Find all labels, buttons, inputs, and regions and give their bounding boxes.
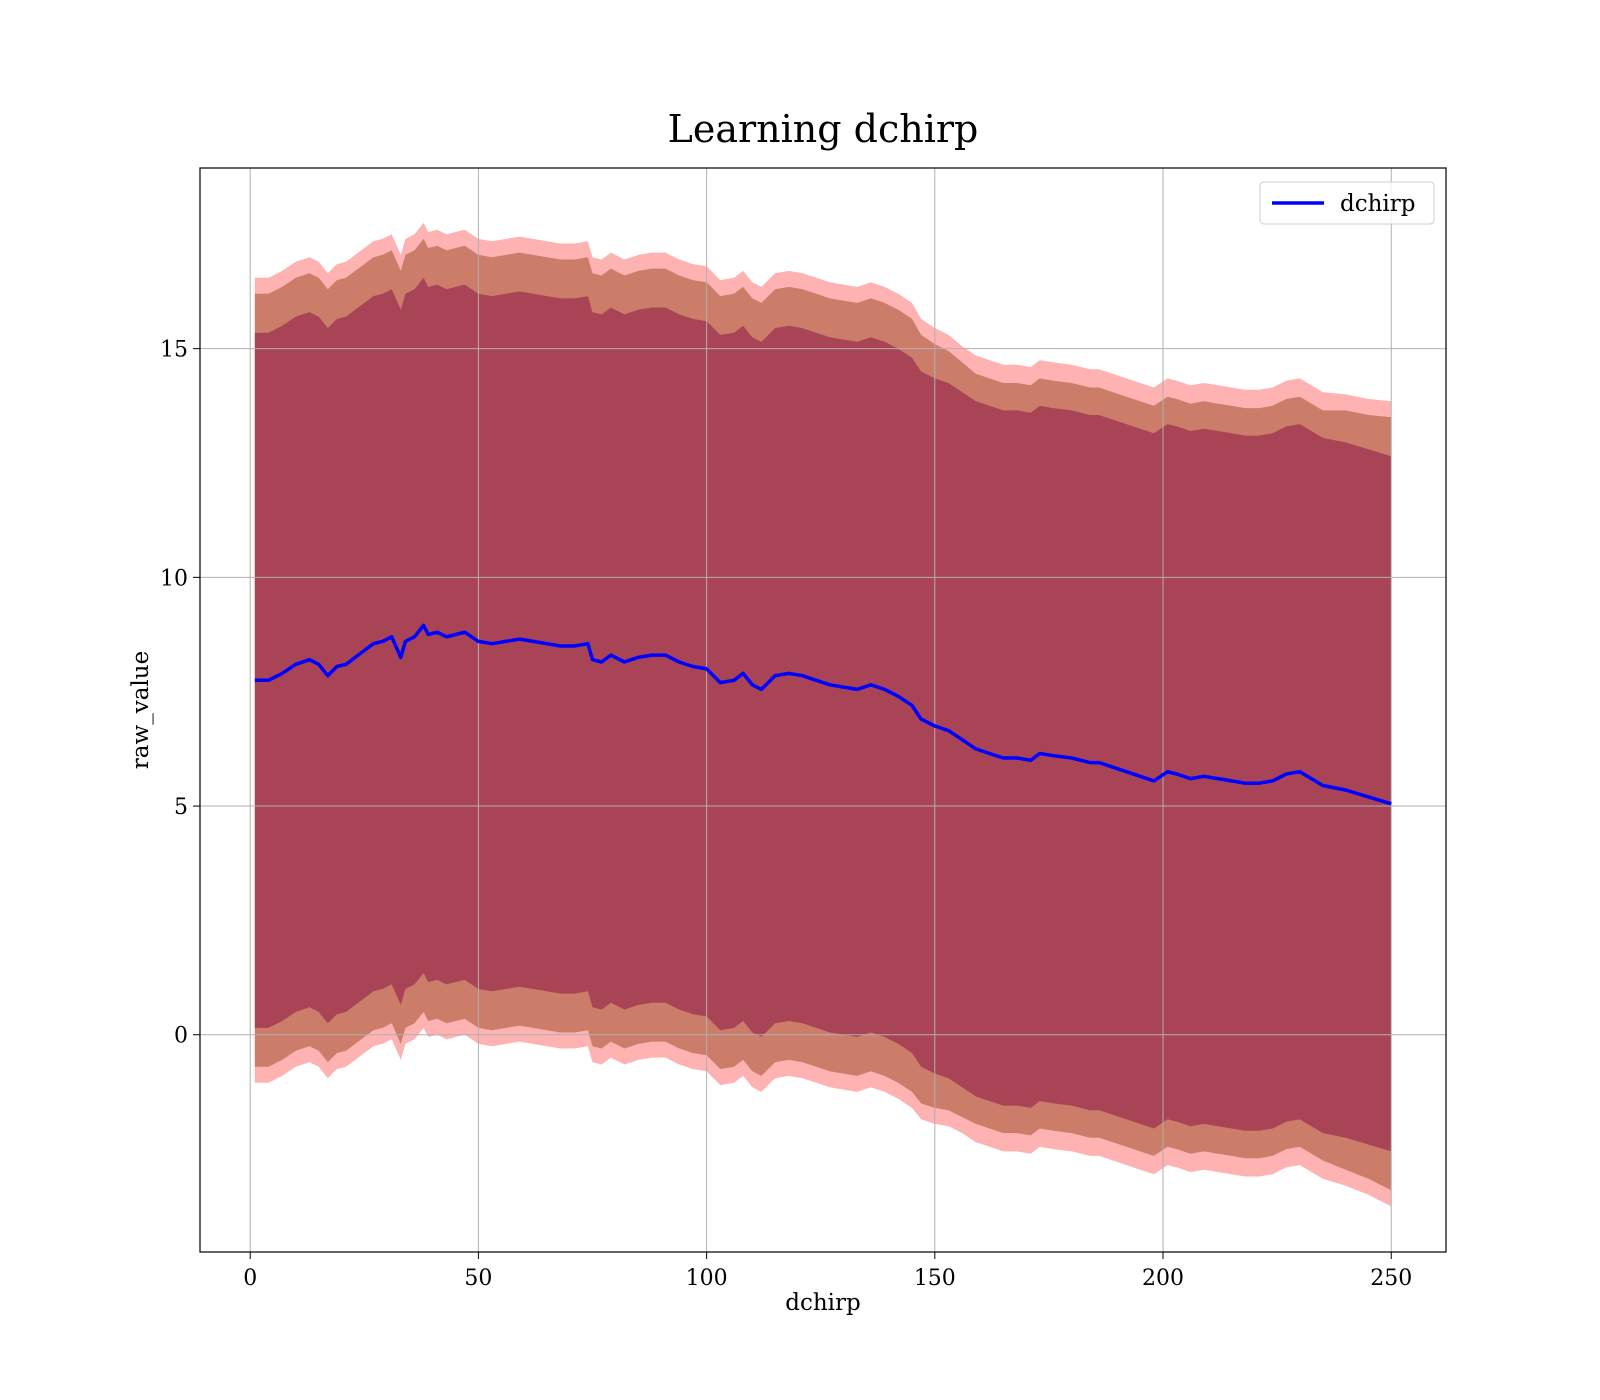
x-axis-title: dchirp bbox=[785, 1290, 861, 1316]
chart-title: Learning dchirp bbox=[668, 107, 979, 151]
y-tick-label: 15 bbox=[160, 338, 188, 363]
legend-label-dchirp: dchirp bbox=[1340, 191, 1416, 217]
legend: dchirp bbox=[1259, 181, 1435, 225]
y-tick-label: 0 bbox=[174, 1024, 188, 1049]
legend-box bbox=[1259, 181, 1435, 225]
grid bbox=[200, 168, 1446, 1252]
x-tick-label: 200 bbox=[1142, 1266, 1184, 1291]
y-tick-label: 5 bbox=[174, 795, 188, 820]
x-tick-label: 50 bbox=[464, 1266, 492, 1291]
y-axis-ticks: 0 5 10 15 bbox=[160, 338, 200, 1049]
band-middle bbox=[254, 238, 1392, 1191]
y-axis-title: raw_value bbox=[128, 651, 154, 769]
x-tick-label: 100 bbox=[686, 1266, 728, 1291]
band-inner bbox=[254, 277, 1392, 1152]
plot-frame bbox=[199, 167, 1447, 1253]
x-tick-label: 150 bbox=[914, 1266, 956, 1291]
x-tick-label: 0 bbox=[243, 1266, 257, 1291]
series-line-dchirp bbox=[254, 623, 1392, 806]
x-axis-ticks: 0 50 100 150 200 250 bbox=[243, 1252, 1412, 1291]
y-tick-label: 10 bbox=[160, 566, 188, 591]
confidence-bands bbox=[254, 222, 1392, 1207]
series-line-layer bbox=[254, 623, 1392, 806]
x-tick-label: 250 bbox=[1370, 1266, 1412, 1291]
